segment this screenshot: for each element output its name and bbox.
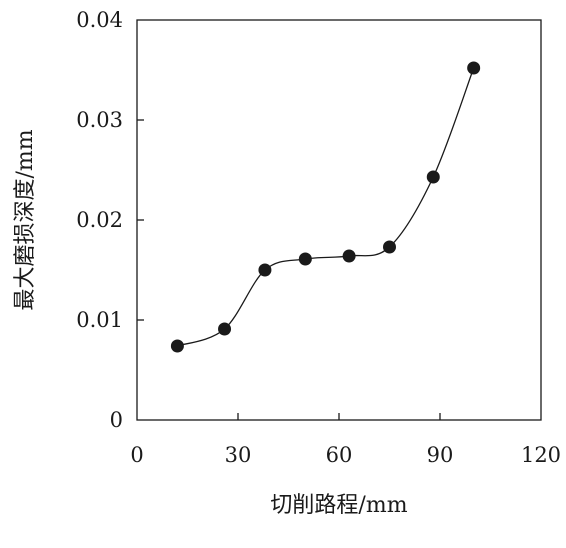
data-point [218, 322, 232, 336]
x-tick-label: 120 [521, 443, 561, 467]
data-point [383, 240, 396, 254]
data-point [298, 252, 312, 266]
plot-area [136, 19, 542, 421]
series-layer [170, 61, 481, 353]
data-point [426, 170, 440, 184]
data-point [342, 249, 356, 263]
y-tick-label: 0.01 [76, 308, 123, 332]
data-point [467, 61, 481, 75]
x-tick-label: 0 [130, 443, 143, 467]
y-axis-title: 最大磨损深度/mm [13, 129, 38, 310]
x-tick-label: 60 [326, 443, 353, 467]
x-tick-label: 30 [225, 443, 252, 467]
data-point [258, 263, 272, 277]
x-axis-ticks: 0 30 60 90 120 [130, 413, 561, 467]
x-tick-label: 90 [427, 443, 454, 467]
y-tick-label: 0.03 [76, 108, 123, 132]
y-tick-label: 0 [110, 408, 123, 432]
y-tick-label: 0.04 [76, 8, 123, 32]
series-line [177, 67, 475, 347]
y-tick-label: 0.02 [76, 208, 123, 232]
y-axis-ticks: 0 0.01 0.02 0.03 0.04 [76, 8, 144, 432]
data-point [170, 339, 184, 353]
x-axis-title: 切削路程/mm [270, 493, 407, 518]
